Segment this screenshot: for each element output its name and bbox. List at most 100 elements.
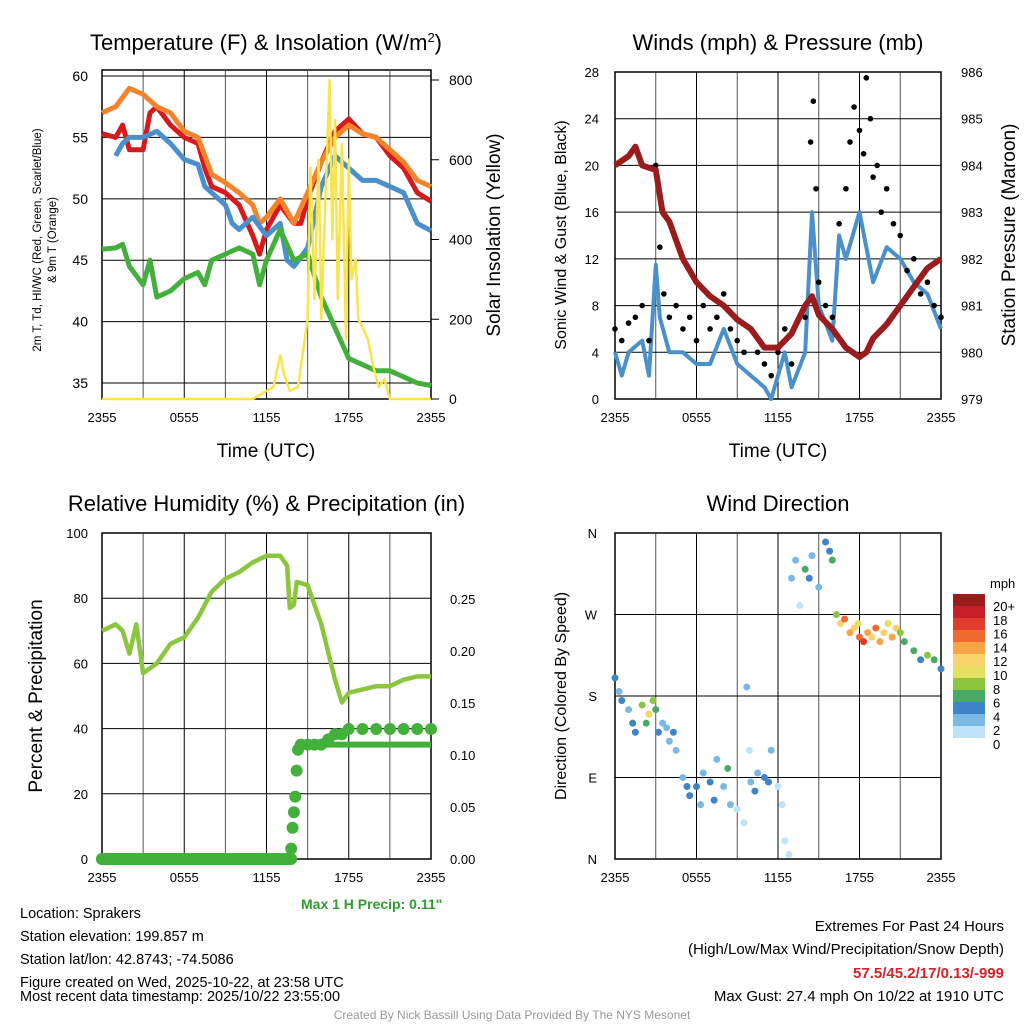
x-tick-label: 1755: [845, 410, 874, 425]
gust-point: [768, 372, 775, 379]
precip-point: [397, 723, 410, 735]
x-tick-label: 1155: [253, 870, 281, 885]
direction-point: [726, 801, 734, 809]
direction-point: [923, 651, 931, 659]
direction-point: [767, 746, 775, 754]
direction-point: [836, 620, 844, 628]
direction-point: [625, 706, 633, 714]
y2-tick-label: 0.25: [450, 592, 475, 607]
direction-point: [822, 538, 830, 546]
gust-point: [727, 326, 734, 332]
direction-point: [774, 783, 782, 791]
direction-point: [788, 574, 796, 582]
y-tick-label: 45: [72, 252, 88, 268]
x-tick-label: 2355: [601, 870, 630, 885]
gust-point: [612, 326, 618, 332]
chart-title-part: Temperature (F) & Insolation (W/m: [90, 30, 428, 55]
y-tick-label: 20: [74, 787, 88, 802]
y-axis-label: 2m T, Td, HI/WC (Red, Green, Scarlet/Blu…: [32, 128, 44, 351]
x-tick-label: 1155: [764, 410, 792, 425]
gust-point: [680, 326, 686, 332]
gust-point: [714, 314, 720, 321]
series-line-hi-wc: [113, 128, 433, 269]
direction-point: [805, 574, 813, 582]
direction-point: [672, 746, 680, 754]
direction-point: [764, 778, 772, 786]
x-tick-label: 2355: [927, 410, 956, 425]
direction-point: [778, 801, 786, 809]
y-axis-label: Sonic Wind & Gust (Blue, Black): [553, 120, 570, 349]
precip-point: [383, 723, 396, 735]
colorbar-label: 6: [993, 696, 1000, 711]
y-tick-label: N: [588, 526, 597, 541]
precip-point: [290, 764, 303, 777]
gust-point: [836, 221, 842, 227]
chart-title-temperature: Temperature (F) & Insolation (W/m2): [16, 30, 516, 56]
colorbar-swatch: [953, 714, 985, 726]
max-precip-annotation: Max 1 H Precip: 0.11": [301, 896, 443, 912]
gust-point: [741, 349, 747, 356]
x-tick-label: 0555: [170, 410, 199, 425]
x-tick-label: 1755: [334, 410, 363, 425]
y-tick-label: 55: [72, 129, 88, 145]
y-tick-label: 28: [585, 65, 599, 80]
chart-title-part: ): [434, 30, 442, 55]
colorbar-label: 16: [993, 627, 1007, 642]
direction-point: [669, 728, 677, 736]
direction-point: [652, 706, 660, 714]
direction-point: [815, 583, 823, 591]
chart-title: Winds (mph) & Pressure (mb): [633, 30, 924, 55]
direction-point: [864, 629, 872, 637]
direction-point: [713, 755, 721, 763]
direction-point: [856, 633, 863, 641]
direction-point: [638, 701, 646, 709]
direction-point: [760, 774, 768, 781]
x-tick-label: 2355: [417, 870, 446, 885]
direction-point: [751, 787, 759, 795]
y-tick-label: 24: [585, 112, 599, 127]
direction-point: [720, 783, 728, 791]
gust-point: [851, 104, 857, 110]
y-tick-label: 60: [74, 656, 88, 671]
colorbar-swatch: [953, 678, 985, 690]
gust-point: [661, 291, 667, 297]
chart-title-part: 2: [427, 30, 435, 45]
gust-point: [646, 337, 652, 344]
credit: Created By Nick Bassill Using Data Provi…: [333, 1008, 691, 1022]
direction-point: [697, 801, 705, 809]
y2-tick-label: 983: [961, 205, 983, 220]
gust-point: [829, 314, 836, 321]
x-tick-label: 2355: [601, 410, 630, 425]
gust-point: [754, 349, 761, 356]
direction-point: [792, 556, 800, 564]
y2-tick-label: 985: [961, 112, 983, 127]
precip-point: [286, 821, 299, 834]
x-tick-label: 1155: [253, 410, 281, 425]
y-tick-label: N: [588, 852, 597, 867]
direction-point: [618, 697, 626, 705]
colorbar-swatch: [953, 666, 985, 678]
gust-point: [856, 127, 863, 134]
y2-tick-label: 0.00: [450, 852, 475, 867]
y2-tick-label: 0.05: [450, 800, 475, 815]
direction-point: [642, 719, 650, 727]
extremes-values: 57.5/45.2/17/0.13/-999: [853, 965, 1004, 982]
direction-point: [892, 624, 900, 632]
direction-point: [872, 624, 880, 632]
direction-point: [611, 674, 619, 682]
x-tick-label: 2355: [417, 410, 446, 425]
gust-point: [860, 150, 867, 157]
gust-point: [775, 349, 781, 356]
series-line-sonic-wind: [613, 210, 943, 401]
direction-point: [828, 556, 836, 564]
y2-tick-label: 984: [961, 158, 983, 173]
created: Figure created on Wed, 2025-10-22, at 23…: [20, 975, 344, 991]
y2-tick-label: 600: [449, 152, 473, 168]
direction-point: [743, 683, 751, 691]
series-line-relative-humidity: [101, 553, 431, 705]
x-tick-label: 1755: [334, 870, 363, 885]
y2-tick-label: 982: [961, 252, 983, 267]
gust-point: [802, 314, 808, 321]
extremes-title: Extremes For Past 24 Hours: [814, 918, 1004, 935]
